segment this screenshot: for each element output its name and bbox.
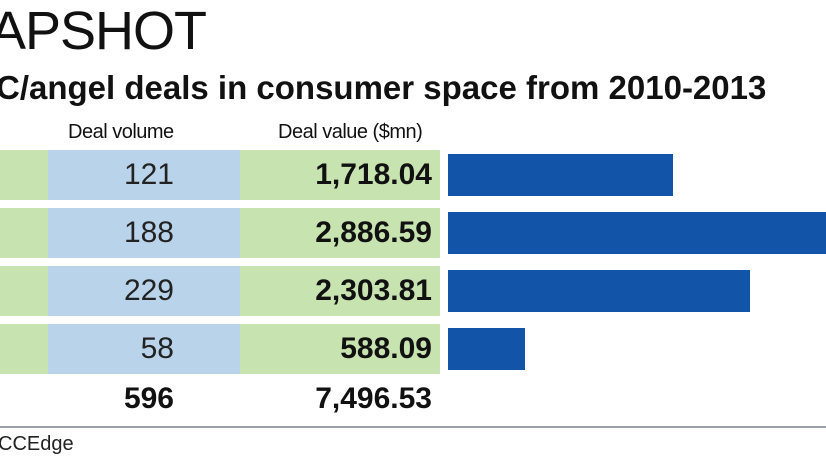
deal-value-bar xyxy=(448,154,673,196)
column-header-deal-volume: Deal volume xyxy=(68,121,174,143)
chart-title: APSHOT xyxy=(0,1,207,61)
footer-divider xyxy=(0,426,826,428)
total-deal-volume: 596 xyxy=(123,382,174,415)
deal-value-bar xyxy=(448,212,826,254)
table-row: 188 2,886.59 xyxy=(0,208,826,258)
row-label-cell xyxy=(0,266,48,316)
source-label: CCEdge xyxy=(0,433,74,455)
deal-value-cell: 1,718.04 xyxy=(240,150,440,200)
column-header-deal-value: Deal value ($mn) xyxy=(278,121,423,143)
table-row: 58 588.09 xyxy=(0,324,826,374)
table-row: 229 2,303.81 xyxy=(0,266,826,316)
deal-volume-cell: 229 xyxy=(48,266,240,316)
chart-subtitle: C/angel deals in consumer space from 201… xyxy=(0,69,767,106)
deal-value-cell: 2,886.59 xyxy=(240,208,440,258)
deal-volume-cell: 58 xyxy=(48,324,240,374)
row-label-cell xyxy=(0,324,48,374)
deal-value-cell: 2,303.81 xyxy=(240,266,440,316)
deal-value-bar xyxy=(448,328,525,370)
deal-volume-cell: 188 xyxy=(48,208,240,258)
table-row: 121 1,718.04 xyxy=(0,150,826,200)
total-deal-value: 7,496.53 xyxy=(315,382,432,415)
deal-volume-cell: 121 xyxy=(48,150,240,200)
deal-value-cell: 588.09 xyxy=(240,324,440,374)
deal-value-bar xyxy=(448,270,750,312)
row-label-cell xyxy=(0,208,48,258)
row-label-cell xyxy=(0,150,48,200)
